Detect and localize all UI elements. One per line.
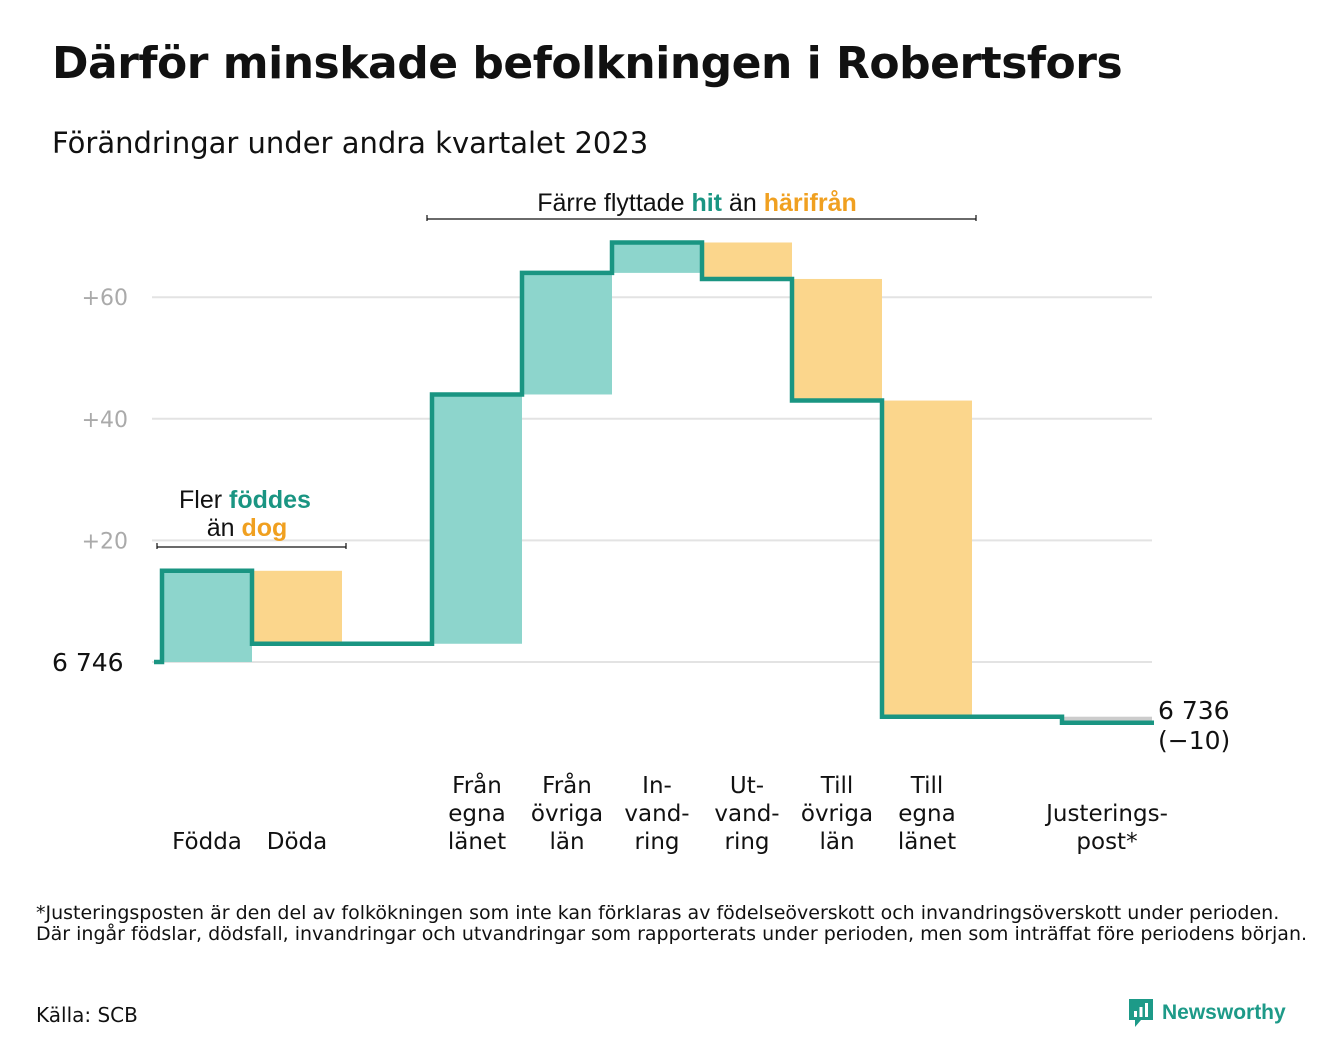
end-value-label: 6 736 (1158, 696, 1230, 725)
category-label: län (819, 829, 854, 855)
category-label: Från (452, 771, 502, 799)
category-label: övriga (801, 801, 873, 827)
logo-text: Newsworthy (1162, 1001, 1286, 1024)
waterfall-bar (522, 272, 612, 395)
source-label: Källa: SCB (36, 1003, 138, 1027)
labels-layer: Födda DödaFrånegnalänetFrånövrigalänIn-va… (52, 648, 1230, 855)
category-label: Födda (172, 829, 242, 855)
category-label: övriga (531, 801, 603, 827)
annotation-highlight: föddes (229, 486, 311, 514)
category-label: vand- (624, 801, 689, 827)
end-change-label: (−10) (1158, 726, 1230, 755)
category-label: vand- (714, 801, 779, 827)
category-label: post* (1076, 829, 1137, 855)
category-label: län (549, 829, 584, 855)
waterfall-chart: +20+40+60 Födda DödaFrånegnalänetFrånövri… (52, 189, 1230, 855)
annotation-bracket (156, 543, 347, 549)
annotation-highlight: hit (691, 189, 722, 217)
category-label: länet (898, 829, 956, 855)
category-label: ring (724, 829, 769, 855)
y-tick-label: +40 (82, 408, 128, 433)
category-label: Ut- (730, 773, 764, 799)
category-label: ring (634, 829, 679, 855)
waterfall-bar (792, 278, 882, 401)
footnote: *Justeringsposten är den del av folkökni… (36, 902, 1308, 945)
category-label: egna (448, 801, 505, 827)
chart-title: Därför minskade befolkningen i Robertsfo… (52, 38, 1123, 89)
category-label: länet (448, 829, 506, 855)
annotation-text: än (207, 514, 242, 542)
waterfall-bar (612, 242, 702, 273)
category-label: Justerings- (1044, 801, 1168, 827)
bars-layer (162, 242, 1152, 723)
category-label: In- (642, 773, 672, 799)
grid-layer: +20 +40 +60 (82, 286, 1152, 663)
newsworthy-logo: Newsworthy (1128, 998, 1286, 1028)
y-tick-label: +20 (82, 529, 128, 554)
chart-subtitle: Förändringar under andra kvartalet 2023 (52, 126, 649, 160)
waterfall-bar (162, 570, 252, 662)
category-label: egna (898, 801, 955, 827)
annotation-text: Fler (179, 486, 229, 514)
annotation-births-line1: Fler föddes (179, 486, 311, 514)
waterfall-bar (252, 570, 342, 644)
category-label: Döda (267, 829, 327, 855)
waterfall-bar (1062, 716, 1152, 723)
annotation-text: än (722, 189, 764, 217)
annotation-births-line2: än dog (207, 514, 288, 542)
waterfall-bar (882, 400, 972, 717)
step-line (154, 240, 1154, 726)
annotation-migration: Färre flyttade hit än härifrån (537, 189, 857, 217)
annotation-bracket (426, 215, 977, 221)
annotation-highlight: härifrån (764, 189, 857, 217)
y-tick-label: +60 (82, 286, 128, 311)
waterfall-bar (702, 242, 792, 279)
category-label: Från (542, 771, 592, 799)
newsworthy-chart-icon (1129, 999, 1153, 1027)
annotation-text: Färre flyttade (537, 189, 691, 217)
category-label: Till (820, 773, 854, 799)
start-value-label: 6 746 (52, 648, 124, 677)
annotation-highlight: dog (241, 514, 287, 542)
category-label: Till (910, 773, 944, 799)
waterfall-bar (432, 394, 522, 644)
